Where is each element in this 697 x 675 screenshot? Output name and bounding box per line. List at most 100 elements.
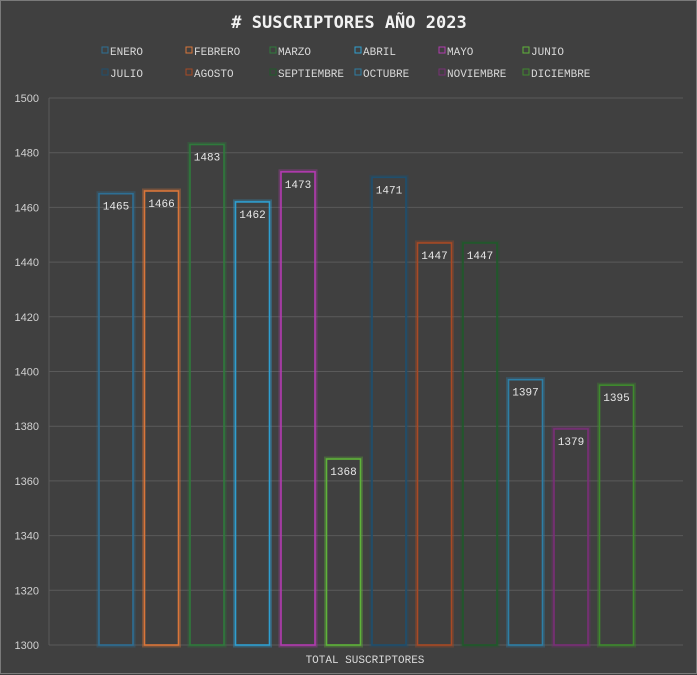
legend-label: ABRIL xyxy=(363,47,396,59)
legend-swatch xyxy=(269,46,277,54)
bars: 1465 1466 1483 1462 1473 1368 1471 1447 1447 1397… xyxy=(96,141,636,648)
bar-glow xyxy=(597,382,636,648)
data-label: 1465 xyxy=(103,202,129,214)
data-label: 1368 xyxy=(330,467,356,479)
bar xyxy=(462,242,498,646)
bar-glow xyxy=(551,426,591,648)
legend-label: SEPTIEMBRE xyxy=(278,69,344,81)
bar-group: 1447 xyxy=(460,240,500,648)
bar-group: 1379 xyxy=(551,426,591,648)
bar xyxy=(143,190,180,646)
y-tick-label: 1480 xyxy=(15,148,39,160)
bar-group: 1465 xyxy=(96,191,136,648)
legend-label: ENERO xyxy=(110,47,143,59)
chart-title: # SUSCRIPTORES AÑO 2023 xyxy=(231,10,466,33)
legend-swatch xyxy=(185,68,193,76)
bar xyxy=(416,242,453,646)
y-tick-label: 1380 xyxy=(15,421,39,433)
legend-item: DICIEMBRE xyxy=(522,68,591,81)
bar-group: 1466 xyxy=(142,188,181,648)
y-tick-label: 1420 xyxy=(15,312,39,324)
y-tick-label: 1460 xyxy=(15,202,39,214)
legend-swatch xyxy=(522,68,530,76)
bar-glow xyxy=(369,174,409,648)
legend-swatch xyxy=(269,68,277,76)
bar-glow xyxy=(187,141,227,648)
legend-label: MAYO xyxy=(447,47,474,59)
data-label: 1379 xyxy=(558,437,584,449)
legend-label: JULIO xyxy=(110,69,143,81)
bar-glow xyxy=(278,169,318,648)
legend-item: MAYO xyxy=(438,46,474,59)
bar-group: 1483 xyxy=(187,141,227,648)
legend-item: AGOSTO xyxy=(185,68,234,81)
bar-glow xyxy=(233,199,272,648)
legend-label: JUNIO xyxy=(531,47,564,59)
bar-glow xyxy=(415,240,454,648)
legend-swatch xyxy=(101,46,109,54)
bar xyxy=(280,171,316,646)
legend-swatch xyxy=(438,68,446,76)
data-label: 1447 xyxy=(421,251,447,263)
bar xyxy=(507,378,544,646)
data-label: 1395 xyxy=(603,393,629,405)
bar-glow xyxy=(506,377,545,648)
data-label: 1447 xyxy=(467,251,493,263)
bar-group: 1447 xyxy=(415,240,454,648)
y-tick-label: 1500 xyxy=(15,93,39,105)
y-tick-label: 1340 xyxy=(15,531,39,543)
legend-swatch xyxy=(354,68,362,76)
bar-group: 1462 xyxy=(233,199,272,648)
bar xyxy=(189,143,225,646)
legend-swatch xyxy=(185,46,193,54)
legend-label: FEBRERO xyxy=(194,47,241,59)
y-tick-label: 1400 xyxy=(15,367,39,379)
y-tick-label: 1320 xyxy=(15,585,39,597)
legend-item: JULIO xyxy=(101,68,143,81)
bar xyxy=(98,192,134,646)
legend-item: NOVIEMBRE xyxy=(438,68,507,81)
grid: 1300 1320 1340 1360 1380 1400 1420 1440 1460 1480… xyxy=(15,93,683,652)
data-label: 1473 xyxy=(285,180,311,192)
data-label: 1462 xyxy=(239,210,265,222)
y-tick-label: 1440 xyxy=(15,257,39,269)
legend-swatch xyxy=(522,46,530,54)
legend-swatch xyxy=(354,46,362,54)
bar xyxy=(598,384,635,646)
bar-group: 1395 xyxy=(597,382,636,648)
legend-item: OCTUBRE xyxy=(354,68,410,81)
legend-item: FEBRERO xyxy=(185,46,241,59)
bar-group: 1471 xyxy=(369,174,409,648)
legend-label: DICIEMBRE xyxy=(531,69,591,81)
bar xyxy=(234,201,271,646)
data-label: 1471 xyxy=(376,185,403,197)
legend-item: MARZO xyxy=(269,46,311,59)
legend: ENERO FEBRERO MARZO ABRIL MAYO JUNIO JULIO AGOS… xyxy=(101,46,591,81)
bar xyxy=(325,458,362,646)
bar-glow xyxy=(96,191,136,648)
data-label: 1483 xyxy=(194,152,220,164)
legend-swatch xyxy=(438,46,446,54)
bar-glow xyxy=(142,188,181,648)
bar xyxy=(371,176,407,646)
legend-item: JUNIO xyxy=(522,46,564,59)
bar-glow xyxy=(460,240,500,648)
bar-glow xyxy=(324,456,363,648)
legend-label: NOVIEMBRE xyxy=(447,69,507,81)
bar-group: 1397 xyxy=(506,377,545,648)
y-tick-label: 1300 xyxy=(15,640,39,652)
legend-swatch xyxy=(101,68,109,76)
legend-label: AGOSTO xyxy=(194,69,234,81)
legend-item: ABRIL xyxy=(354,46,396,59)
legend-label: MARZO xyxy=(278,47,311,59)
data-label: 1466 xyxy=(148,199,174,211)
bar xyxy=(553,428,589,646)
bar-group: 1473 xyxy=(278,169,318,648)
legend-item: SEPTIEMBRE xyxy=(269,68,344,81)
y-tick-label: 1360 xyxy=(15,476,39,488)
data-label: 1397 xyxy=(512,388,538,400)
x-axis-label: TOTAL SUSCRIPTORES xyxy=(306,655,425,667)
bar-group: 1368 xyxy=(324,456,363,648)
